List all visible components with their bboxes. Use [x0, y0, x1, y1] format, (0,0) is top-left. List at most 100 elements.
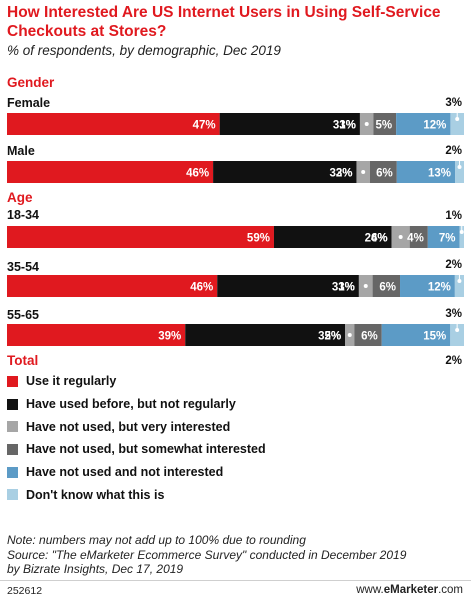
legend-label: Don't know what this is	[26, 487, 165, 502]
logo-brand: eMarketer	[383, 584, 439, 596]
leader-dot	[364, 122, 369, 126]
value-label: 46%	[190, 282, 213, 294]
value-label: 2%	[445, 355, 462, 367]
group-label: Gender	[7, 75, 55, 90]
row-label: 55-65	[7, 308, 39, 322]
bar-segment	[219, 113, 360, 135]
value-label: 2%	[445, 145, 462, 157]
value-label: 26%	[365, 233, 388, 245]
bar-segment	[427, 226, 460, 248]
value-label: 2%	[445, 259, 462, 271]
bar-segment	[450, 113, 464, 135]
bar-segment	[396, 161, 456, 183]
leader-dot	[455, 328, 460, 332]
row-label-total: Total	[7, 353, 38, 368]
legend-item: Have not used, but very interested	[7, 415, 266, 438]
bar-segment	[409, 226, 428, 248]
value-label: 46%	[186, 168, 209, 180]
value-label: 12%	[423, 120, 446, 132]
value-label: 6%	[379, 282, 396, 294]
legend-label: Use it regularly	[26, 374, 117, 389]
value-label: 39%	[158, 331, 181, 343]
value-label: 12%	[428, 282, 451, 294]
value-label: 31%	[332, 282, 355, 294]
value-label: 3%	[445, 97, 462, 109]
leader-dot	[398, 235, 403, 239]
bar-segment	[369, 161, 397, 183]
group-label: Age	[7, 190, 33, 205]
legend-item: Don't know what this is	[7, 483, 266, 506]
leader-dot	[361, 170, 366, 174]
bar-segment	[354, 324, 382, 346]
chart-notes: Note: numbers may not add up to 100% due…	[7, 533, 467, 577]
bar-segment	[455, 161, 464, 183]
value-label: 6%	[376, 168, 393, 180]
bar-segment	[185, 324, 346, 346]
value-label: 3%	[336, 168, 353, 180]
row-label: 18-34	[7, 208, 39, 222]
leader-dot	[347, 333, 352, 337]
bar-segment	[7, 113, 220, 135]
value-label: 2%	[325, 331, 342, 343]
legend-label: Have not used and not interested	[26, 465, 224, 480]
note-source: Source: "The eMarketer Ecommerce Survey"…	[7, 547, 407, 562]
row-label: Male	[7, 144, 35, 158]
leader-dot	[457, 165, 462, 169]
value-label: 7%	[439, 233, 456, 245]
chart-subtitle: % of respondents, by demographic, Dec 20…	[7, 43, 281, 58]
legend-item: Have used before, but not regularly	[7, 393, 266, 416]
logo-suffix: .com	[438, 584, 463, 596]
row-label: 35-54	[7, 260, 39, 274]
bar-segment	[400, 275, 455, 297]
legend-swatch	[7, 466, 18, 478]
bar-segment	[213, 161, 357, 183]
bar-segment	[373, 113, 397, 135]
legend-label: Have used before, but not regularly	[26, 397, 236, 412]
bar-segment	[7, 324, 186, 346]
value-label: 4%	[407, 233, 424, 245]
value-label: 3%	[445, 308, 462, 320]
value-label: 35%	[318, 331, 341, 343]
bar-segment	[7, 275, 218, 297]
value-label: 1%	[445, 210, 462, 222]
leader-dot	[459, 230, 464, 234]
leader-dot	[455, 117, 460, 121]
bar-segment	[7, 226, 274, 248]
bar-segment	[454, 275, 464, 297]
value-label: 31%	[333, 120, 356, 132]
legend-label: Have not used, but very interested	[26, 419, 231, 434]
value-label: 32%	[329, 168, 352, 180]
value-label: 4%	[371, 233, 388, 245]
leader-dot	[363, 284, 368, 288]
value-label: 15%	[423, 331, 446, 343]
legend-swatch	[7, 398, 18, 410]
note-source-cont: by Bizrate Insights, Dec 17, 2019	[7, 562, 184, 576]
emarketer-logo[interactable]: www.eMarketer.com	[356, 584, 463, 596]
footer-divider	[0, 580, 471, 581]
bar-segment	[459, 226, 464, 248]
bar-segment	[7, 161, 214, 183]
value-label: 47%	[193, 120, 216, 132]
legend-item: Use it regularly	[7, 370, 266, 393]
value-label: 59%	[247, 233, 270, 245]
legend-label: Have not used, but somewhat interested	[26, 442, 266, 457]
legend-swatch	[7, 489, 18, 501]
legend-swatch	[7, 443, 18, 455]
leader-dot	[457, 279, 462, 283]
value-label: 5%	[376, 120, 393, 132]
note-rounding: Note: numbers may not add up to 100% due…	[7, 533, 306, 547]
bar-segment	[217, 275, 359, 297]
bar-segment	[273, 226, 392, 248]
bar-segment	[396, 113, 451, 135]
chart-title: How Interested Are US Internet Users in …	[7, 4, 441, 40]
legend-swatch	[7, 375, 18, 387]
row-label: Female	[7, 96, 50, 110]
value-label: 6%	[361, 331, 378, 343]
bar-segment	[372, 275, 401, 297]
chart-id: 252612	[7, 585, 43, 597]
value-label: 13%	[428, 168, 451, 180]
bar-segment	[450, 324, 464, 346]
legend: Use it regularly Have used before, but n…	[7, 370, 266, 506]
bar-segment	[381, 324, 451, 346]
legend-item: Have not used, but somewhat interested	[7, 438, 266, 461]
